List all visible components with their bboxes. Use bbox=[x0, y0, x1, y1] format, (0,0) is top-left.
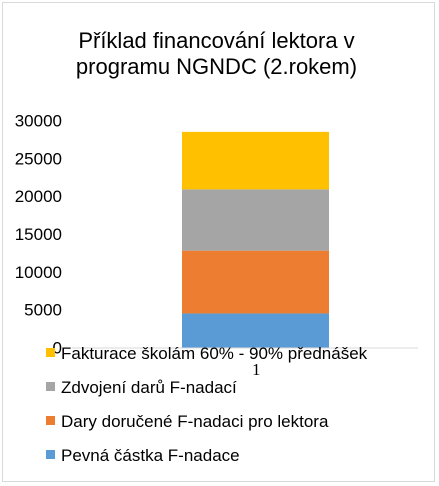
legend-label: Pevná částka F-nadace bbox=[61, 446, 240, 465]
bar-segment-1 bbox=[182, 313, 329, 348]
legend-label: Dary doručené F-nadaci pro lektora bbox=[61, 412, 329, 431]
legend-swatch bbox=[46, 416, 55, 425]
y-tick-label: 0 bbox=[53, 339, 62, 358]
legend-swatch bbox=[46, 450, 55, 459]
bar-segment-2 bbox=[182, 250, 329, 314]
y-tick-label: 10000 bbox=[15, 263, 62, 282]
legend-item: Fakturace školám 60% - 90% přednášek bbox=[46, 344, 367, 364]
bar-segment-4 bbox=[182, 131, 329, 190]
chart-title: Příklad financování lektora v programu N… bbox=[0, 28, 433, 80]
y-tick-label: 15000 bbox=[15, 225, 62, 244]
y-axis: 0 5000 10000 15000 20000 25000 30000 bbox=[15, 112, 62, 358]
legend-swatch bbox=[46, 382, 55, 391]
legend-item: Pevná částka F-nadace bbox=[46, 446, 240, 466]
legend-label: Fakturace školám 60% - 90% přednášek bbox=[61, 344, 368, 363]
y-tick-label: 25000 bbox=[15, 149, 62, 168]
y-tick-label: 5000 bbox=[24, 301, 62, 320]
legend-item: Dary doručené F-nadaci pro lektora bbox=[46, 412, 328, 432]
bar-segment-3 bbox=[182, 189, 329, 251]
chart-title-line-2: programu NGNDC (2.rokem) bbox=[75, 54, 358, 79]
y-tick-label: 30000 bbox=[15, 112, 62, 131]
category-label: 1 bbox=[252, 360, 261, 379]
legend-label: Zdvojení darů F-nadací bbox=[61, 378, 237, 397]
bar-stack bbox=[182, 131, 329, 348]
chart-title-line-1: Příklad financování lektora v bbox=[78, 28, 355, 53]
y-tick-label: 20000 bbox=[15, 187, 62, 206]
legend-swatch bbox=[46, 348, 55, 357]
legend-item: Zdvojení darů F-nadací bbox=[46, 378, 237, 398]
